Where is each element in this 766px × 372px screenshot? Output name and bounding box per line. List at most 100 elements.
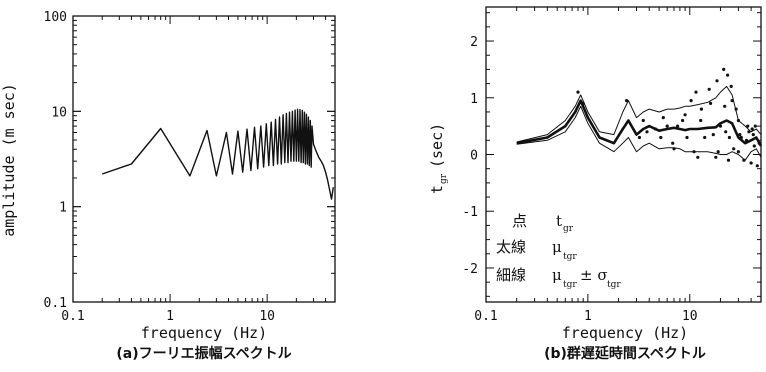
y-tick-label: -1: [462, 205, 478, 220]
group-delay-point: [709, 101, 713, 105]
group-delay-point: [645, 130, 649, 134]
group-delay-point: [653, 127, 658, 131]
group-delay-point: [703, 135, 707, 140]
x-tick-label: 0.1: [474, 309, 497, 324]
group-delay-point: [665, 124, 669, 128]
group-delay-point: [689, 99, 693, 103]
y-tick-label: 2: [470, 35, 478, 50]
legend-symbol-thin: μ: [552, 266, 562, 284]
group-delay-point: [685, 135, 689, 140]
group-delay-point: [707, 87, 711, 91]
panel-a-y-axis-label: amplitude (m sec): [0, 83, 18, 237]
group-delay-point: [641, 118, 645, 123]
legend-symbol-thick: μ: [552, 238, 562, 256]
legend-label-thin: 細線: [496, 266, 526, 284]
x-tick-label: 10: [259, 309, 275, 324]
x-tick-label: 0.1: [61, 309, 84, 324]
legend-row-points: 点 t gr: [512, 212, 574, 234]
panel-b-x-axis-label: frequency (Hz): [562, 324, 688, 342]
group-delay-point: [744, 138, 749, 142]
y-tick-label: 1: [59, 201, 67, 216]
legend-sub-thin: tgr: [563, 280, 577, 290]
group-delay-point: [750, 127, 754, 131]
panel-a-frame: [72, 15, 336, 303]
fourier-amplitude-panel: 0.1 1 10 0.1 1 10 100 frequency (Hz) amplitude…: [0, 10, 336, 362]
panel-b-caption: (b)群遅延時間スペクトル: [544, 345, 706, 362]
group-delay-point: [749, 161, 753, 165]
group-delay-point: [637, 135, 642, 140]
x-tick-label: 10: [682, 309, 698, 324]
x-tick-label: 1: [166, 309, 174, 324]
group-delay-point: [715, 79, 719, 83]
panel-b-tick-labels: 0.1 1 10 -2 -1 0 1 2: [462, 35, 697, 324]
group-delay-point: [659, 135, 663, 140]
group-delay-point: [726, 73, 730, 77]
sigma-line: [516, 85, 762, 143]
x-tick-label: 1: [584, 309, 592, 324]
panel-a-caption: (a)フーリエ振幅スペクトル: [116, 345, 291, 362]
legend-symbol-points: t: [556, 212, 562, 230]
group-delay-point: [694, 90, 698, 94]
legend-sub-points: gr: [563, 224, 574, 234]
legend-sub-thick: tgr: [563, 252, 577, 262]
group-delay-point: [716, 150, 720, 154]
group-delay-point: [738, 133, 742, 137]
panel-b-y-axis-label: t gr (sec): [428, 123, 449, 194]
group-delay-point: [696, 155, 700, 159]
group-delay-point: [742, 158, 746, 162]
group-delay-point: [746, 124, 750, 128]
panel-b-y-symbol: t: [428, 185, 446, 194]
group-delay-point: [672, 147, 676, 151]
panel-b-series: [516, 67, 763, 168]
group-delay-point: [752, 144, 756, 148]
group-delay-point: [723, 104, 727, 108]
group-delay-point: [729, 84, 733, 88]
group-delay-point: [671, 141, 675, 145]
panel-a-ticks: [72, 15, 336, 303]
group-delay-point: [753, 124, 757, 128]
group-delay-point: [714, 155, 718, 159]
group-delay-point: [683, 113, 687, 117]
group-delay-point: [736, 118, 741, 123]
legend-row-thick: 太線 μ tgr: [496, 238, 577, 262]
panel-a-series: [101, 108, 334, 200]
group-delay-point: [724, 130, 728, 134]
group-delay-point: [734, 107, 738, 111]
panel-b-y-unit: (sec): [428, 123, 446, 168]
group-delay-point: [751, 133, 755, 137]
mean-line: [516, 99, 763, 147]
legend-label-thick: 太線: [496, 238, 526, 256]
legend-label-points: 点: [512, 212, 527, 230]
group-delay-point: [755, 164, 759, 168]
panel-b-ticks: [485, 7, 762, 302]
sigma-line: [516, 105, 762, 161]
group-delay-point: [581, 101, 585, 105]
y-tick-label: 1: [470, 92, 478, 107]
group-delay-point: [726, 158, 731, 162]
panel-b-legend: 点 t gr 太線 μ tgr 細線 μ tgr ± σ tgr: [496, 212, 621, 290]
legend-extra-thin: ± σ: [580, 266, 608, 284]
y-tick-label: 10: [51, 105, 67, 120]
group-delay-point: [576, 90, 580, 94]
legend-extra-sub-thin: tgr: [607, 280, 621, 290]
group-delay-point: [699, 107, 704, 111]
group-delay-point: [681, 118, 685, 123]
group-delay-point: [722, 67, 726, 71]
group-delay-point: [699, 118, 703, 123]
group-delay-point: [747, 130, 751, 134]
group-delay-point: [739, 135, 743, 140]
panel-a-x-axis-label: frequency (Hz): [141, 324, 267, 342]
group-delay-point: [661, 116, 665, 120]
group-delay-point: [676, 124, 680, 128]
group-delay-point: [736, 150, 741, 154]
y-tick-label: 100: [44, 10, 67, 25]
panel-b-y-subscript: gr: [439, 173, 449, 184]
panel-a-tick-labels: 0.1 1 10 0.1 1 10 100: [44, 10, 275, 324]
group-delay-point: [625, 99, 629, 103]
y-tick-label: -2: [462, 262, 478, 277]
amplitude-spectrum-line: [101, 108, 334, 200]
group-delay-point: [711, 133, 715, 137]
group-delay-point: [727, 135, 732, 140]
